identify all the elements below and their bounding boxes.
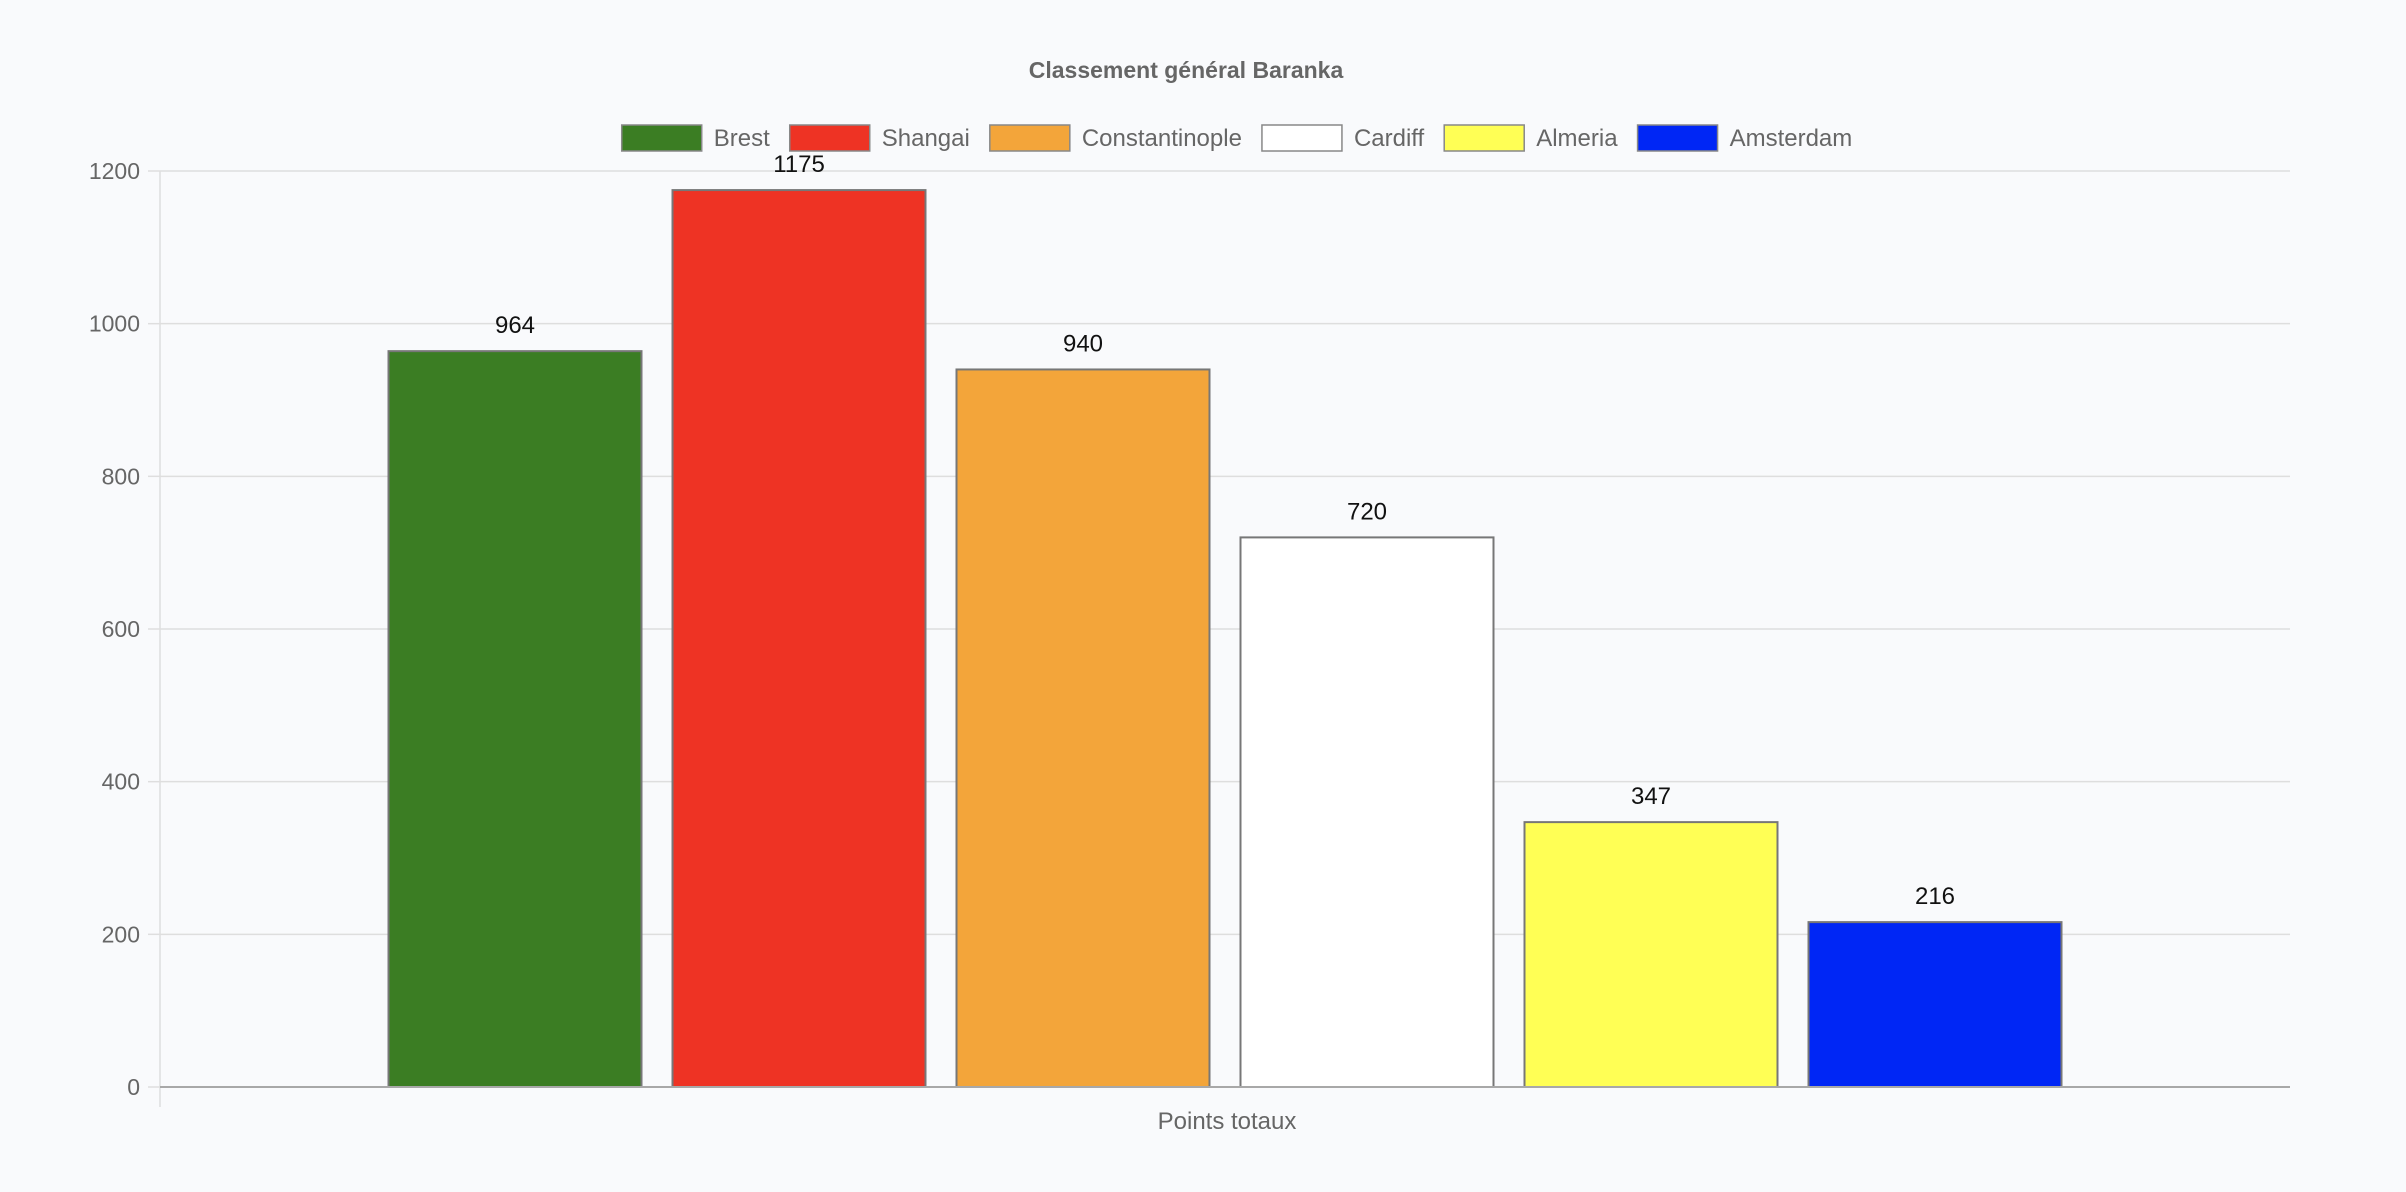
data-label-brest: 964 bbox=[495, 312, 535, 339]
y-tick-label: 1200 bbox=[89, 158, 140, 184]
data-labels: 964 1175 940 720 347 216 bbox=[495, 151, 1955, 910]
y-tick-label: 600 bbox=[102, 616, 140, 642]
data-label-amsterdam: 216 bbox=[1915, 883, 1955, 910]
x-axis: Points totaux bbox=[160, 1086, 2290, 1135]
legend: Brest Shangai Constantinople Cardiff Almeria… bbox=[620, 124, 1853, 152]
bar-brest[interactable] bbox=[387, 350, 643, 1088]
x-category-label: Points totaux bbox=[1158, 1108, 1297, 1135]
legend-swatch bbox=[1261, 124, 1343, 152]
data-label-cardiff: 720 bbox=[1347, 498, 1387, 525]
legend-label: Amsterdam bbox=[1730, 125, 1853, 152]
y-tick-label: 1000 bbox=[89, 311, 140, 337]
legend-swatch bbox=[788, 124, 871, 152]
legend-label: Brest bbox=[714, 125, 770, 152]
legend-item-brest[interactable]: Brest bbox=[620, 124, 770, 152]
legend-item-amsterdam[interactable]: Amsterdam bbox=[1636, 124, 1853, 152]
data-label-shangai: 1175 bbox=[773, 151, 825, 178]
legend-label: Constantinople bbox=[1082, 125, 1242, 152]
bar-almeria[interactable] bbox=[1523, 821, 1779, 1089]
data-label-constantinople: 940 bbox=[1063, 330, 1103, 357]
y-tick-label: 200 bbox=[102, 921, 140, 947]
legend-swatch bbox=[620, 124, 703, 152]
chart-title: Classement général Baranka bbox=[1029, 57, 1344, 83]
data-label-almeria: 347 bbox=[1631, 783, 1671, 810]
y-tick-label: 400 bbox=[102, 769, 140, 795]
legend-item-almeria[interactable]: Almeria bbox=[1443, 124, 1618, 152]
bar-constantinople[interactable] bbox=[955, 368, 1211, 1088]
legend-item-cardiff[interactable]: Cardiff bbox=[1261, 124, 1425, 152]
legend-label: Almeria bbox=[1536, 125, 1618, 152]
legend-swatch bbox=[989, 124, 1071, 152]
legend-label: Shangai bbox=[882, 125, 970, 152]
legend-item-constantinople[interactable]: Constantinople bbox=[989, 124, 1242, 152]
y-tick-label: 800 bbox=[102, 463, 140, 489]
bar-shangai[interactable] bbox=[671, 189, 927, 1089]
legend-label: Cardiff bbox=[1354, 125, 1425, 152]
legend-item-shangai[interactable]: Shangai bbox=[788, 124, 970, 152]
bars bbox=[387, 189, 2063, 1089]
y-axis: 0 200 400 600 800 1000 1200 bbox=[89, 158, 161, 1107]
y-tick-label: 0 bbox=[127, 1074, 140, 1100]
bar-cardiff[interactable] bbox=[1239, 536, 1495, 1088]
legend-swatch bbox=[1636, 124, 1719, 152]
bar-amsterdam[interactable] bbox=[1807, 921, 2063, 1088]
legend-swatch bbox=[1443, 124, 1525, 152]
